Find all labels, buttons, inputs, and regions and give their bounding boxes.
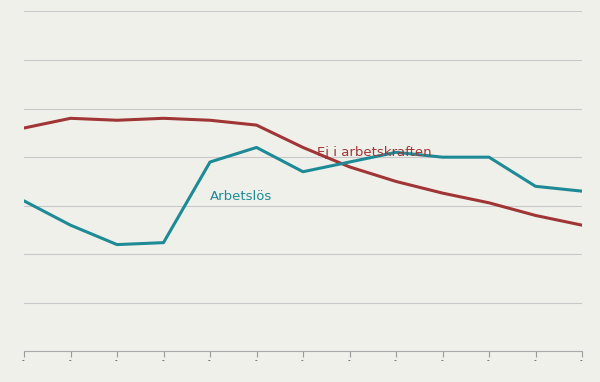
Text: Ej i arbetskraften: Ej i arbetskraften bbox=[317, 146, 431, 159]
Text: Arbetslös: Arbetslös bbox=[210, 189, 272, 202]
